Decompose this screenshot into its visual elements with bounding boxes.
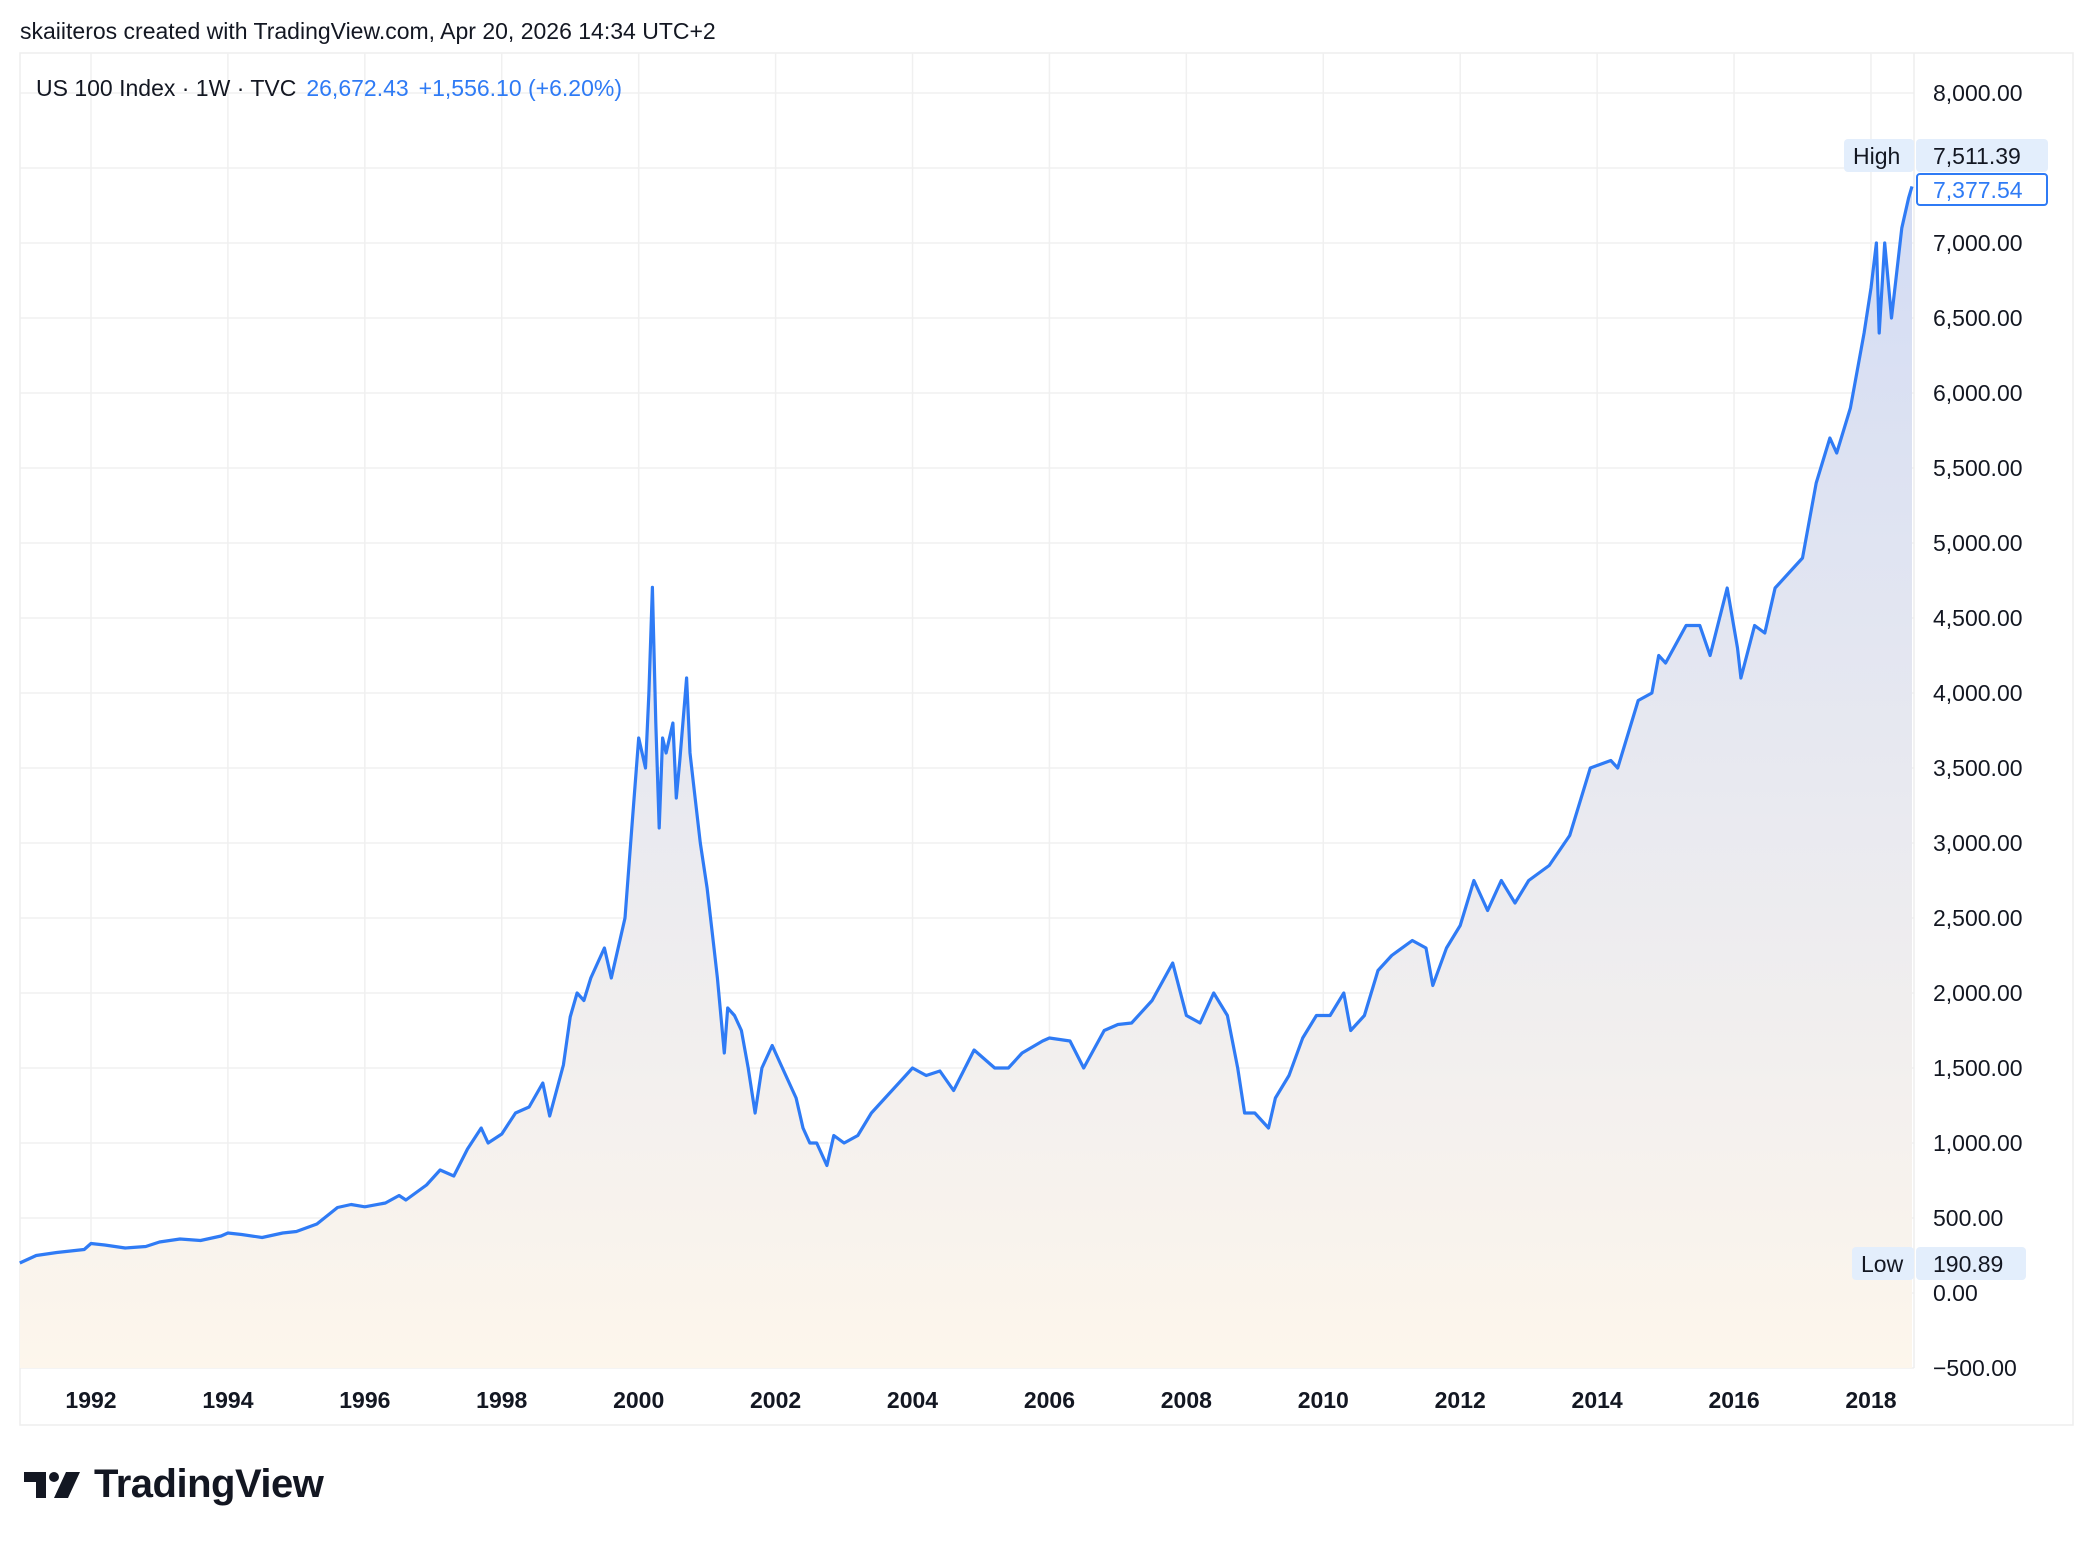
- x-tick-label: 2014: [1572, 1387, 1623, 1413]
- y-tick-label: 7,000.00: [1933, 230, 2023, 256]
- y-axis[interactable]: 8,000.00 7,000.00 6,500.00 6,000.00 5,500.00…: [1933, 80, 2023, 1381]
- attribution-text: skaiiteros created with TradingView.com,…: [20, 18, 716, 44]
- price-area-fill: [19, 186, 1912, 1368]
- low-label: Low: [1861, 1251, 1904, 1277]
- y-tick-label: 3,000.00: [1933, 830, 2023, 856]
- last-price: 26,672.43: [306, 75, 409, 101]
- y-tick-label: 500.00: [1933, 1205, 2003, 1231]
- high-marker: High 7,511.39: [1844, 139, 2048, 172]
- y-tick-label: 5,500.00: [1933, 455, 2023, 481]
- logo-text: TradingView: [94, 1462, 324, 1506]
- x-tick-label: 1992: [65, 1387, 116, 1413]
- x-tick-label: 2006: [1024, 1387, 1075, 1413]
- chart-border: [19, 52, 2074, 1426]
- x-tick-label: 2002: [750, 1387, 801, 1413]
- tradingview-logo[interactable]: TradingView: [24, 1462, 324, 1507]
- x-tick-label: 2018: [1845, 1387, 1896, 1413]
- current-price-value: 7,377.54: [1933, 177, 2023, 203]
- y-tick-label: 4,000.00: [1933, 680, 2023, 706]
- current-price-marker: 7,377.54: [1916, 173, 2048, 206]
- x-tick-label: 1998: [476, 1387, 527, 1413]
- y-tick-label: 1,000.00: [1933, 1130, 2023, 1156]
- x-tick-label: 2008: [1161, 1387, 1212, 1413]
- y-tick-label: 2,500.00: [1933, 905, 2023, 931]
- y-tick-label: 6,000.00: [1933, 380, 2023, 406]
- y-tick-label: −500.00: [1933, 1355, 2017, 1381]
- tradingview-logo-icon: [24, 1471, 80, 1498]
- high-label: High: [1853, 143, 1900, 169]
- y-tick-label: 8,000.00: [1933, 80, 2023, 106]
- y-tick-label: 2,000.00: [1933, 980, 2023, 1006]
- y-tick-label: 6,500.00: [1933, 305, 2023, 331]
- x-axis[interactable]: 1992 1994 1996 1998 2000 2002 2004 2006 2008 2010…: [65, 1387, 1896, 1413]
- y-tick-label: 1,500.00: [1933, 1055, 2023, 1081]
- y-tick-label: 3,500.00: [1933, 755, 2023, 781]
- x-tick-label: 2012: [1435, 1387, 1486, 1413]
- x-tick-label: 2004: [887, 1387, 938, 1413]
- x-tick-label: 2016: [1708, 1387, 1759, 1413]
- high-value: 7,511.39: [1933, 143, 2021, 169]
- y-tick-label: 4,500.00: [1933, 605, 2023, 631]
- y-tick-label: 0.00: [1933, 1280, 1978, 1306]
- price-change: +1,556.10 (+6.20%): [418, 75, 622, 101]
- x-tick-label: 1994: [202, 1387, 253, 1413]
- symbol-legend: US 100 Index · 1W · TVC 26,672.43 +1,556.1…: [36, 75, 622, 102]
- symbol-info: US 100 Index · 1W · TVC: [36, 75, 297, 101]
- y-tick-label: 5,000.00: [1933, 530, 2023, 556]
- price-line: [19, 185, 1914, 1265]
- x-tick-label: 2000: [613, 1387, 664, 1413]
- low-value: 190.89: [1933, 1251, 2003, 1277]
- x-tick-label: 1996: [339, 1387, 390, 1413]
- low-marker: Low 190.89: [1852, 1247, 2026, 1280]
- x-tick-label: 2010: [1298, 1387, 1349, 1413]
